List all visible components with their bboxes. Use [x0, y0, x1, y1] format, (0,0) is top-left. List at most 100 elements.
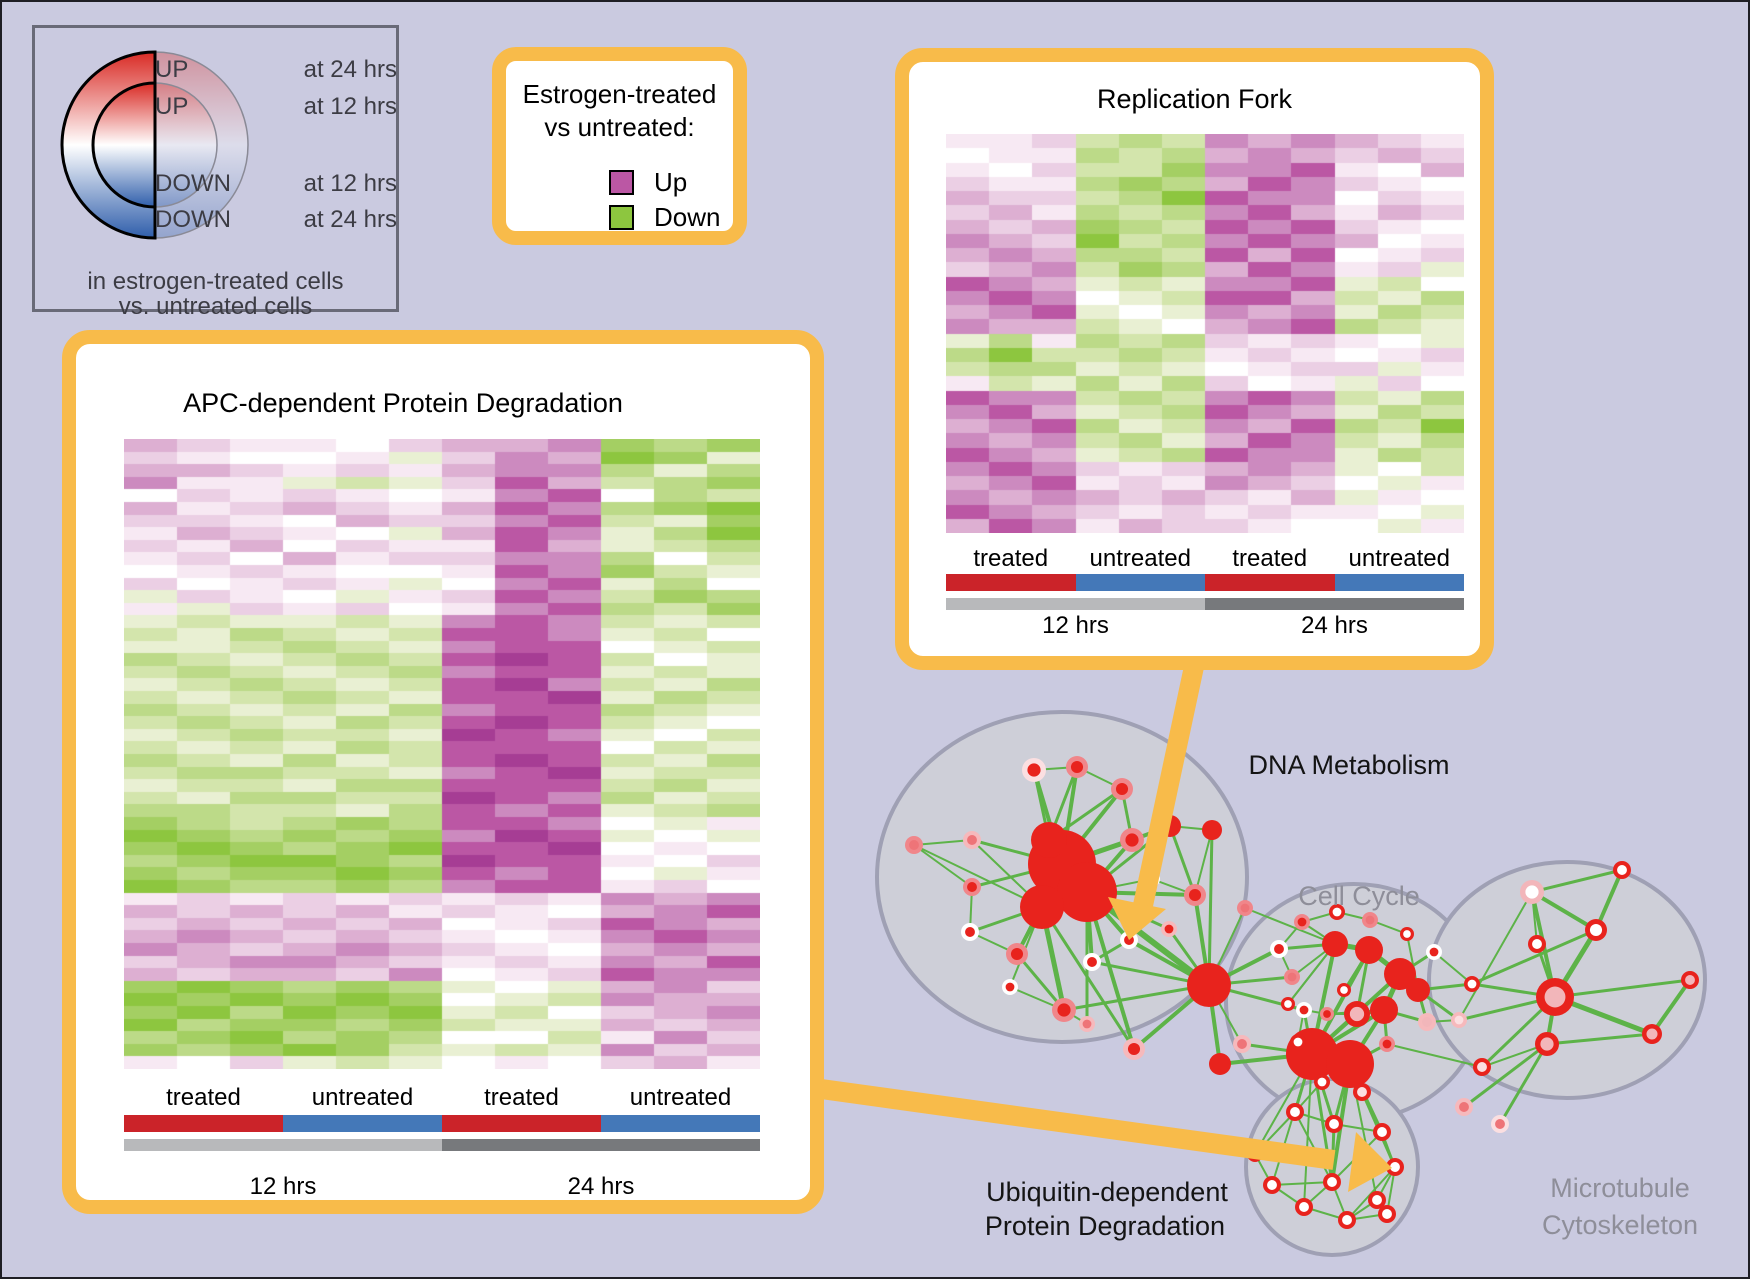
network-node-core	[1293, 1037, 1303, 1047]
up-12-time: at 12 hrs	[303, 93, 397, 120]
apc-group-untreated-12: untreated	[311, 1084, 414, 1111]
inner-ring-right-half	[154, 82, 218, 208]
rf-group-untreated-12: untreated	[1089, 545, 1191, 572]
cluster-label: Protein Degradation	[985, 1211, 1225, 1241]
rf-group-labels: treated untreated treated untreated	[946, 545, 1464, 573]
network-node-core	[1382, 1209, 1392, 1219]
network-node-core	[1010, 947, 1024, 961]
rf-group-treated-24: treated	[1232, 545, 1308, 572]
rf-24hrs-label: 24 hrs	[1301, 612, 1368, 639]
cluster-label: Microtubule	[1550, 1173, 1690, 1203]
network-node-core	[1467, 979, 1477, 989]
network-node-core	[1525, 885, 1539, 899]
network-node-core	[1327, 1177, 1337, 1187]
down-12-label: DOWN	[155, 170, 231, 197]
network-node-core	[909, 840, 919, 850]
network-node-core	[1372, 1195, 1382, 1205]
network-node-core	[1274, 944, 1284, 954]
network-edge	[1040, 906, 1136, 1050]
network-node-core	[1070, 760, 1084, 774]
network-node-core	[1115, 782, 1129, 796]
apc-time-labels: 12 hrs 24 hrs	[124, 1173, 760, 1201]
cluster-label: Cytoskeleton	[1542, 1210, 1698, 1240]
network-node-core	[1267, 1180, 1277, 1190]
down-12-time: at 12 hrs	[303, 170, 397, 197]
apc-panel-title: APC-dependent Protein Degradation	[183, 388, 623, 418]
apc-group-labels: treated untreated treated untreated	[124, 1084, 760, 1112]
up-24-time: at 24 hrs	[303, 56, 397, 83]
legend-footnote-2: vs. untreated cells	[118, 293, 313, 320]
network-node-core	[1365, 915, 1375, 925]
network-node	[1384, 958, 1416, 990]
network-edge	[1207, 829, 1214, 986]
network-node	[1322, 931, 1348, 957]
network-edge	[913, 839, 973, 846]
apc-group-untreated-24: untreated	[629, 1084, 732, 1111]
network-node-core	[1087, 957, 1097, 967]
network-node	[1057, 862, 1117, 922]
network-node-core	[1340, 986, 1348, 994]
apc-heatmap	[124, 439, 760, 1069]
apc-panel: APC-dependent Protein Degradation treate…	[62, 330, 824, 1214]
rf-group-treated-12: treated	[973, 545, 1049, 572]
network-node-core	[1349, 1006, 1365, 1022]
network-node-core	[967, 882, 977, 892]
replication-fork-arrow-head	[1108, 897, 1166, 940]
network-node	[1355, 936, 1383, 964]
network-node-core	[1005, 982, 1015, 992]
up-12-label: UP	[155, 93, 189, 120]
network-node-core	[1617, 865, 1627, 875]
up-swatch-label: Up	[654, 167, 688, 197]
network-node-core	[1323, 1010, 1331, 1018]
network-node-core	[1495, 1119, 1505, 1129]
apc-12hrs-label: 12 hrs	[249, 1173, 317, 1200]
updown-legend-box: Estrogen-treated vs untreated: Up Down	[492, 47, 747, 245]
down-24-time: at 24 hrs	[303, 206, 397, 233]
rf-12hrs-label: 12 hrs	[1042, 612, 1109, 639]
network-node-core	[1377, 1127, 1387, 1137]
network-node	[1187, 963, 1231, 1007]
replication-fork-arrow-shaft	[1132, 659, 1205, 913]
network-node-core	[1290, 1107, 1300, 1117]
down-swatch-label: Down	[654, 202, 721, 232]
network-edge	[1546, 1032, 1653, 1046]
network-edge	[1554, 978, 1691, 999]
network-node-core	[1332, 907, 1342, 917]
network-edge	[913, 844, 1043, 908]
network-node-core	[1188, 888, 1202, 902]
network-edge	[1498, 1043, 1549, 1125]
updown-ring-diagram	[60, 50, 249, 240]
network-edge	[1015, 953, 1066, 1011]
network-node-core	[1082, 1019, 1092, 1029]
up-24-label: UP	[155, 56, 189, 83]
network-node-core	[1127, 1042, 1141, 1056]
network-node-core	[1284, 1000, 1292, 1008]
rf-panel-title: Replication Fork	[1096, 84, 1293, 114]
network-node-core	[1403, 930, 1411, 938]
down-color-swatch	[609, 205, 634, 230]
network-node-core	[1429, 947, 1439, 957]
ring-legend-box: UP at 24 hrs UP at 12 hrs DOWN at 12 hrs…	[32, 25, 399, 320]
network-edge	[1531, 868, 1623, 894]
network-node	[1209, 1053, 1231, 1075]
rf-time-bars	[946, 598, 1464, 610]
apc-24hrs-label: 24 hrs	[567, 1173, 635, 1200]
apc-sample-bars	[124, 1115, 760, 1132]
legend-footnote-1: in estrogen-treated cells	[87, 268, 344, 295]
rf-time-labels: 12 hrs 24 hrs	[946, 612, 1464, 640]
up-color-swatch	[609, 170, 634, 195]
network-node	[1370, 996, 1398, 1024]
network-node-core	[1390, 1162, 1400, 1172]
network-node-core	[1057, 1003, 1071, 1017]
down-24-label: DOWN	[155, 206, 231, 233]
network-node-core	[1540, 1037, 1554, 1051]
network-edge	[1194, 829, 1213, 896]
network-node-core	[1589, 923, 1603, 937]
network-node	[1326, 1040, 1374, 1088]
network-node	[1020, 885, 1064, 929]
network-node-core	[1357, 1087, 1367, 1097]
updown-legend-title-1: Estrogen-treated	[522, 79, 717, 109]
network-node-core	[1297, 917, 1307, 927]
network-edge	[1168, 825, 1197, 896]
